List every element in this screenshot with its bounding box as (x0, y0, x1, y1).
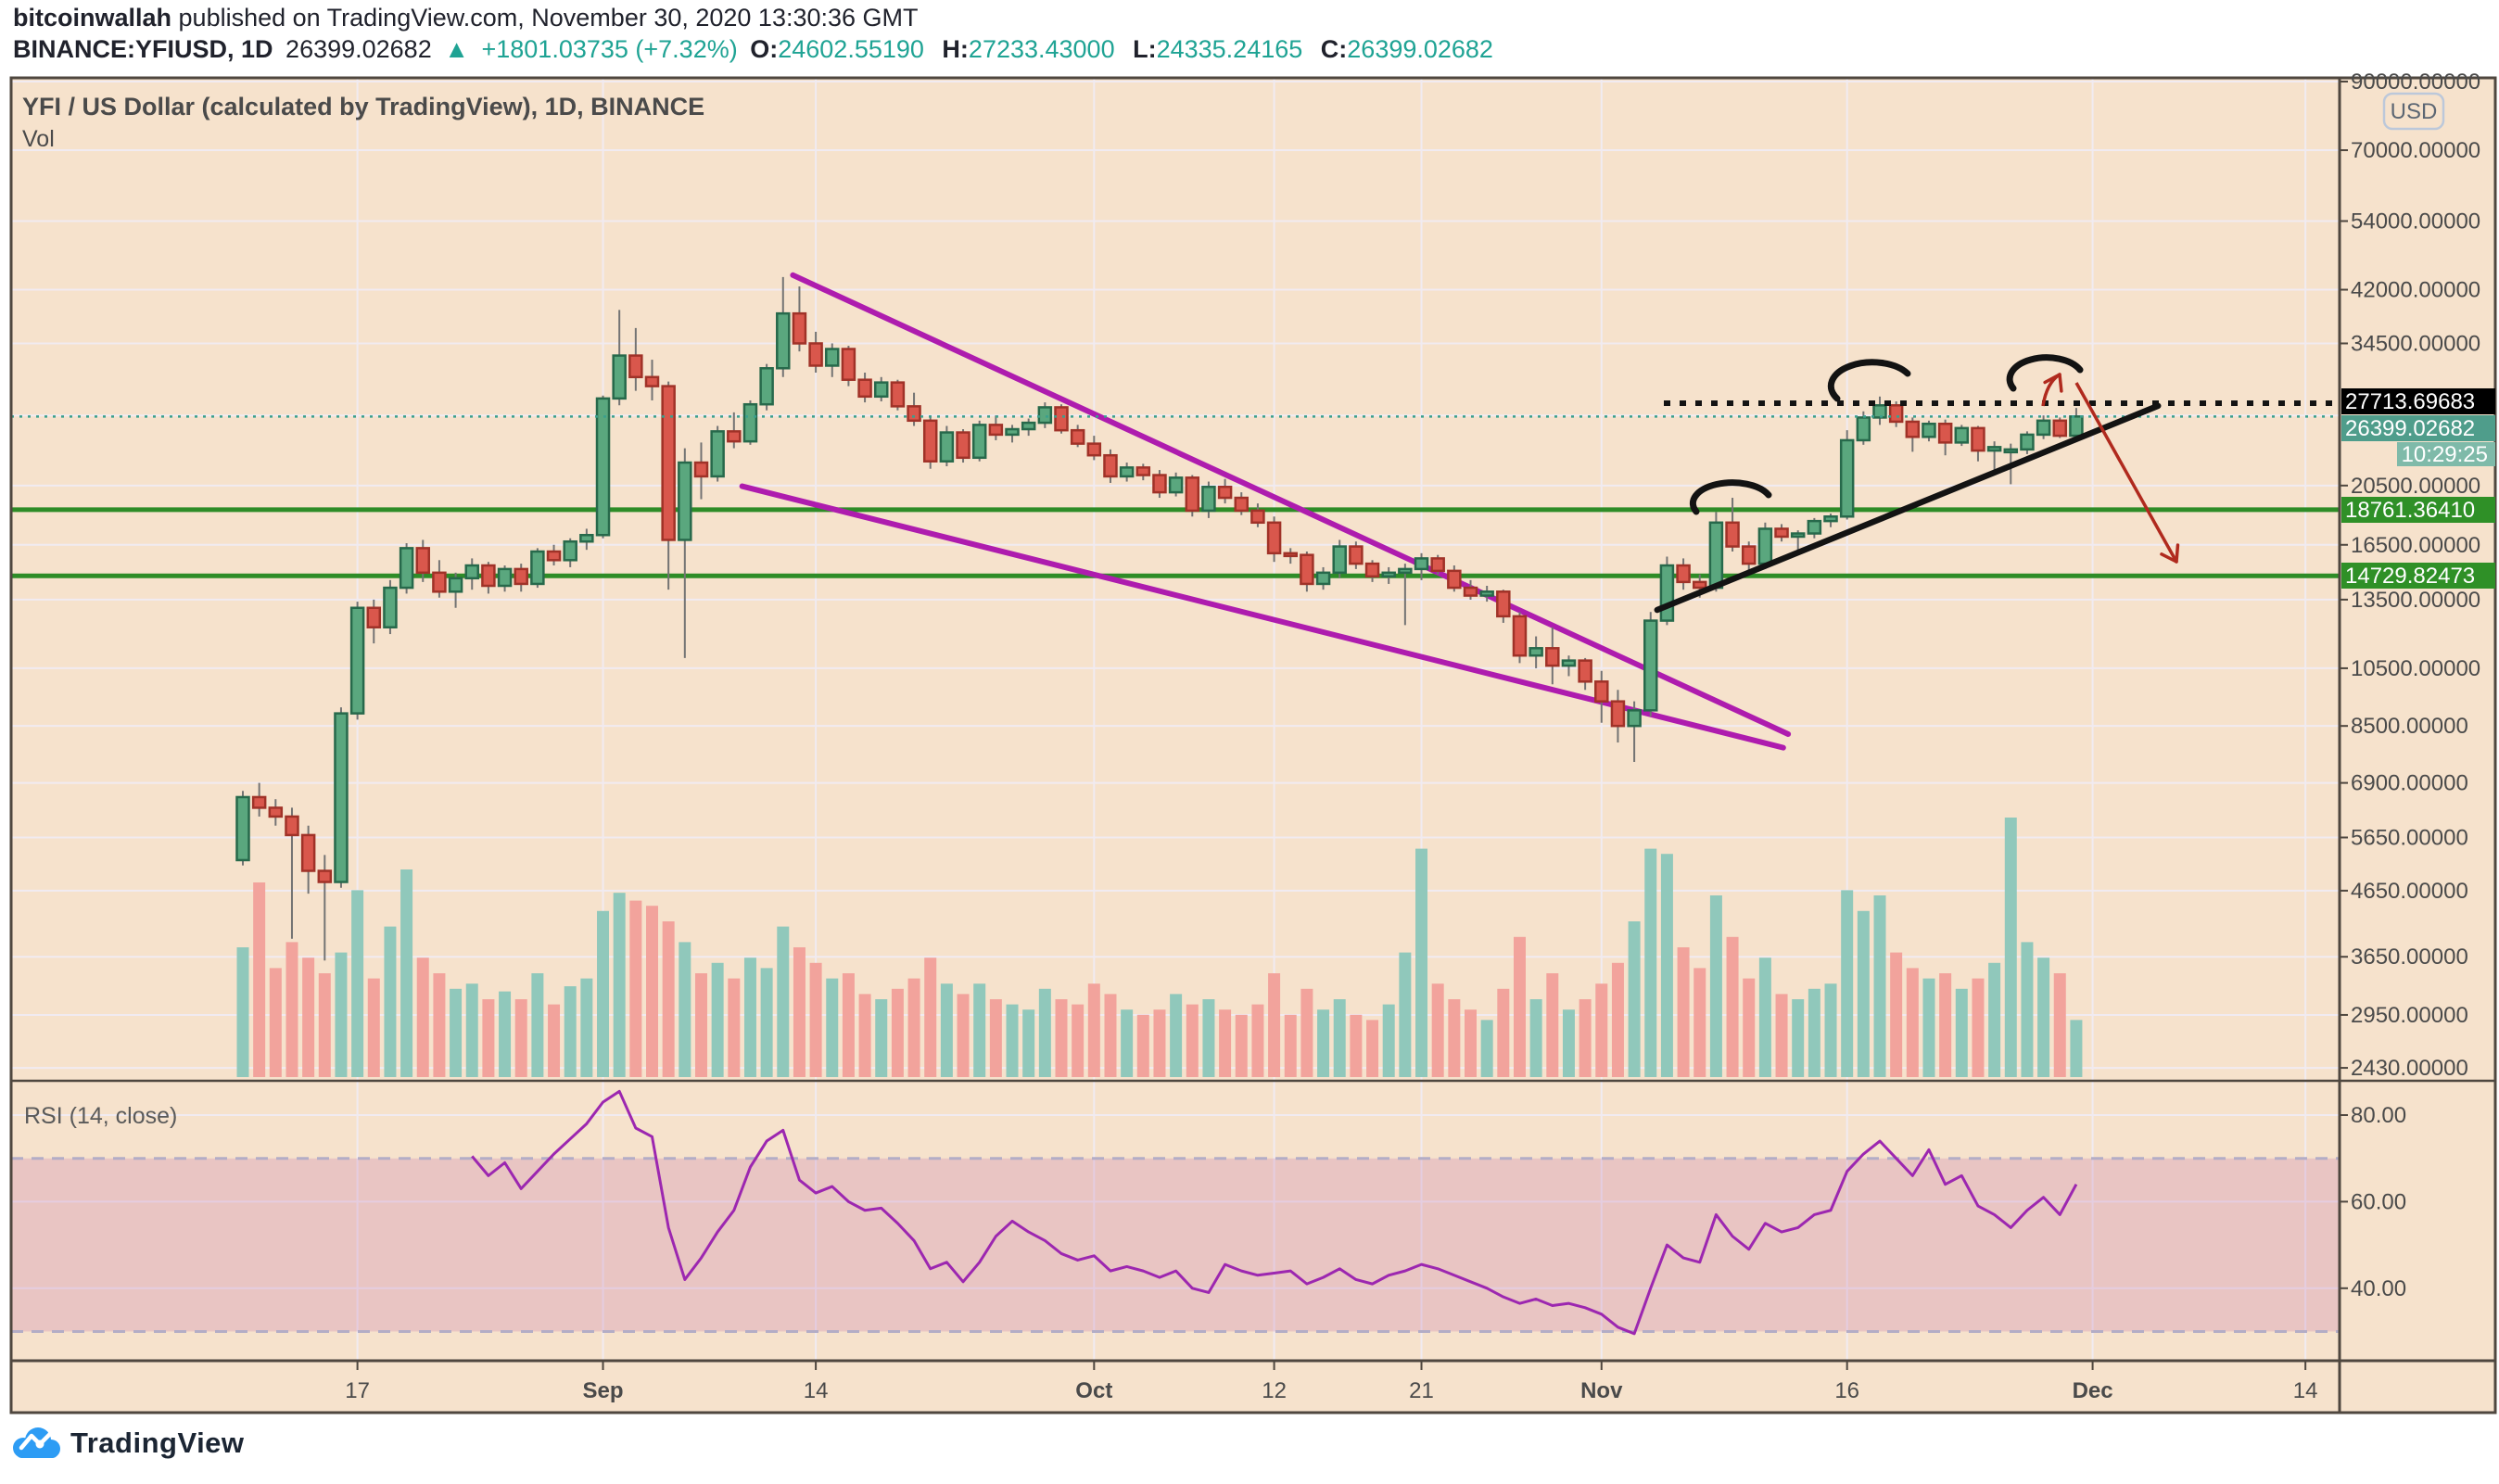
svg-text:16500.00000: 16500.00000 (2351, 533, 2480, 558)
svg-text:27713.69683: 27713.69683 (2345, 389, 2475, 414)
svg-text:USD: USD (2391, 99, 2438, 124)
svg-text:14: 14 (2293, 1378, 2318, 1403)
symbol-bar: BINANCE:YFIUSD, 1D 26399.02682 ▲ +1801.0… (13, 35, 1504, 64)
svg-text:21: 21 (1409, 1378, 1434, 1403)
svg-text:20500.00000: 20500.00000 (2351, 474, 2480, 499)
tradingview-footer[interactable]: TradingView (13, 1426, 245, 1461)
svg-text:10:29:25: 10:29:25 (2402, 442, 2488, 467)
svg-text:3650.00000: 3650.00000 (2351, 945, 2468, 970)
svg-text:Dec: Dec (2073, 1378, 2113, 1403)
svg-text:8500.00000: 8500.00000 (2351, 714, 2468, 739)
close-label: C: (1320, 35, 1348, 63)
svg-text:2430.00000: 2430.00000 (2351, 1056, 2468, 1081)
svg-text:Nov: Nov (1580, 1378, 1623, 1403)
svg-text:60.00: 60.00 (2351, 1189, 2406, 1214)
close-value: 26399.02682 (1347, 35, 1493, 63)
low-label: L: (1133, 35, 1157, 63)
svg-text:2950.00000: 2950.00000 (2351, 1003, 2468, 1028)
svg-text:10500.00000: 10500.00000 (2351, 656, 2480, 681)
svg-text:RSI (14, close): RSI (14, close) (24, 1103, 177, 1129)
byline-text: published on TradingView.com, November 3… (171, 4, 919, 32)
svg-text:54000.00000: 54000.00000 (2351, 209, 2480, 234)
up-arrow-icon: ▲ (444, 35, 469, 63)
open-label: O: (750, 35, 779, 63)
svg-text:12: 12 (1262, 1378, 1287, 1403)
svg-text:Vol: Vol (22, 126, 55, 152)
svg-text:13500.00000: 13500.00000 (2351, 588, 2480, 613)
publish-byline: bitcoinwallah published on TradingView.c… (13, 4, 919, 32)
last-price: 26399.02682 (285, 35, 432, 63)
tradingview-logo-icon (13, 1427, 60, 1458)
author-name: bitcoinwallah (13, 4, 172, 32)
svg-text:70000.00000: 70000.00000 (2351, 138, 2480, 163)
svg-text:5650.00000: 5650.00000 (2351, 825, 2468, 850)
low-value: 24335.24165 (1156, 35, 1303, 63)
svg-text:14: 14 (804, 1378, 829, 1403)
svg-text:6900.00000: 6900.00000 (2351, 771, 2468, 796)
svg-text:42000.00000: 42000.00000 (2351, 278, 2480, 303)
svg-text:17: 17 (345, 1378, 370, 1403)
high-value: 27233.43000 (968, 35, 1115, 63)
price-change: +1801.03735 (+7.32%) (481, 35, 738, 63)
svg-text:YFI / US Dollar (calculated by: YFI / US Dollar (calculated by TradingVi… (22, 93, 704, 120)
svg-text:80.00: 80.00 (2351, 1103, 2406, 1128)
tradingview-wordmark: TradingView (70, 1427, 245, 1459)
svg-text:14729.82473: 14729.82473 (2345, 564, 2475, 589)
svg-text:26399.02682: 26399.02682 (2345, 416, 2475, 441)
svg-text:Sep: Sep (583, 1378, 624, 1403)
symbol-name[interactable]: BINANCE:YFIUSD, 1D (13, 35, 273, 63)
svg-text:16: 16 (1834, 1378, 1859, 1403)
svg-text:Oct: Oct (1075, 1378, 1112, 1403)
svg-text:34500.00000: 34500.00000 (2351, 331, 2480, 356)
svg-text:40.00: 40.00 (2351, 1276, 2406, 1301)
svg-text:4650.00000: 4650.00000 (2351, 879, 2468, 904)
open-value: 24602.55190 (778, 35, 924, 63)
high-label: H: (942, 35, 969, 63)
svg-text:90000.00000: 90000.00000 (2351, 70, 2480, 95)
svg-text:18761.36410: 18761.36410 (2345, 498, 2475, 523)
